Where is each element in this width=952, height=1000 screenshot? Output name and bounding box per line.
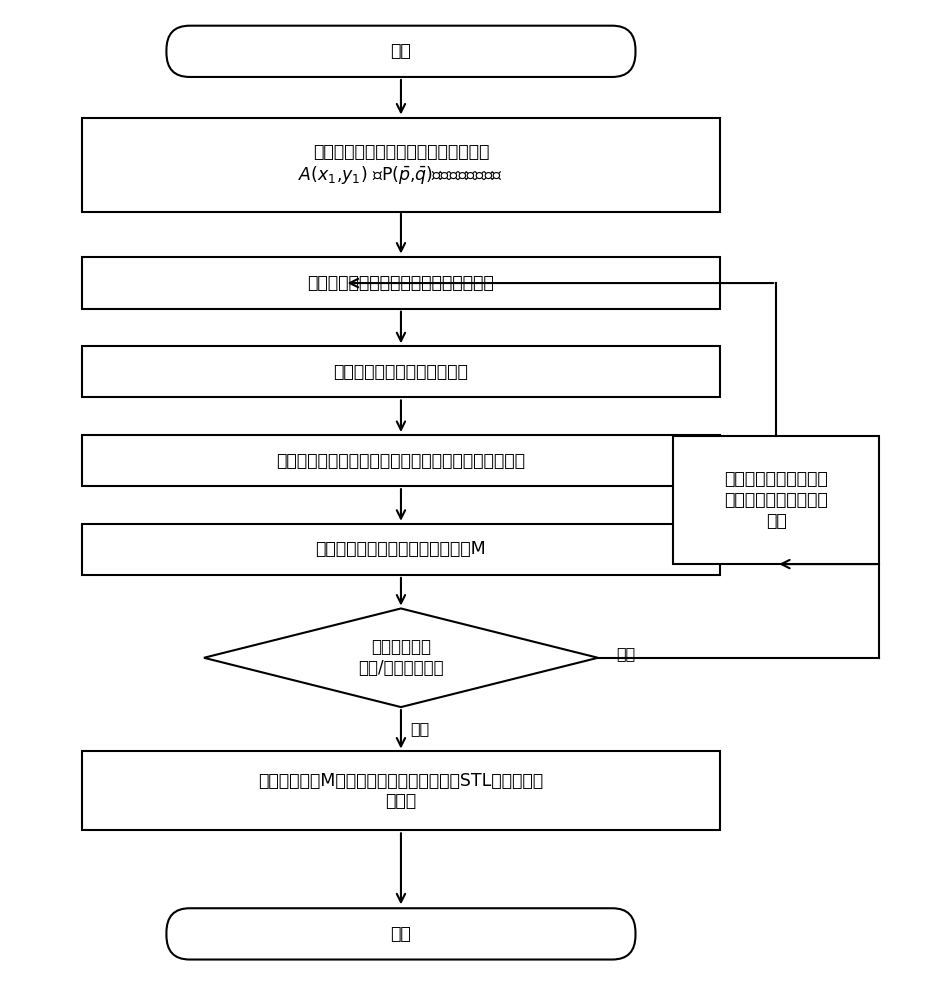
Bar [82, 435, 720, 486]
Bar [82, 751, 720, 830]
Text: 结束: 结束 [390, 925, 411, 943]
Text: 停止: 停止 [410, 721, 429, 736]
FancyBboxPatch shape [167, 26, 636, 77]
Bar [673, 436, 880, 564]
Bar [82, 257, 720, 309]
Bar [82, 346, 720, 397]
Polygon shape [204, 608, 598, 707]
Text: 人工选出一张包含目标血管的图像，输
$A$($x_1$,$y_1$) 和P($\bar{p}$,$\bar{q}$)进行一次人机交互: 人工选出一张包含目标血管的图像，输 $A$($x_1$,$y_1$) 和P($\… [298, 143, 504, 186]
Text: 把识别的血管轮廓加入血管轮廓集M: 把识别的血管轮廓加入血管轮廓集M [315, 540, 486, 558]
Text: 用识别规则从滑动窗口的所有轮廓中识别目标血管轮廓: 用识别规则从滑动窗口的所有轮廓中识别目标血管轮廓 [276, 452, 526, 470]
Text: 移动规则引导滑动窗口
到下一张图片，并进行
裁剪: 移动规则引导滑动窗口 到下一张图片，并进行 裁剪 [724, 470, 828, 530]
Text: 对血管轮廓集M进行三维模型重建，结果以STL文件格式输
出保存: 对血管轮廓集M进行三维模型重建，结果以STL文件格式输 出保存 [258, 772, 544, 810]
Bar [82, 524, 720, 575]
Text: 继续: 继续 [617, 646, 636, 661]
Text: 提取滑动窗口中的组织轮廓线: 提取滑动窗口中的组织轮廓线 [333, 363, 468, 381]
FancyBboxPatch shape [167, 908, 636, 960]
Text: 结束规则给出
停止/继续的指令？: 结束规则给出 停止/继续的指令？ [358, 638, 444, 677]
Bar [82, 118, 720, 212]
Text: 开始: 开始 [390, 42, 411, 60]
Text: 初始化滑动窗口，对第一张图片进行裁剪: 初始化滑动窗口，对第一张图片进行裁剪 [307, 274, 494, 292]
